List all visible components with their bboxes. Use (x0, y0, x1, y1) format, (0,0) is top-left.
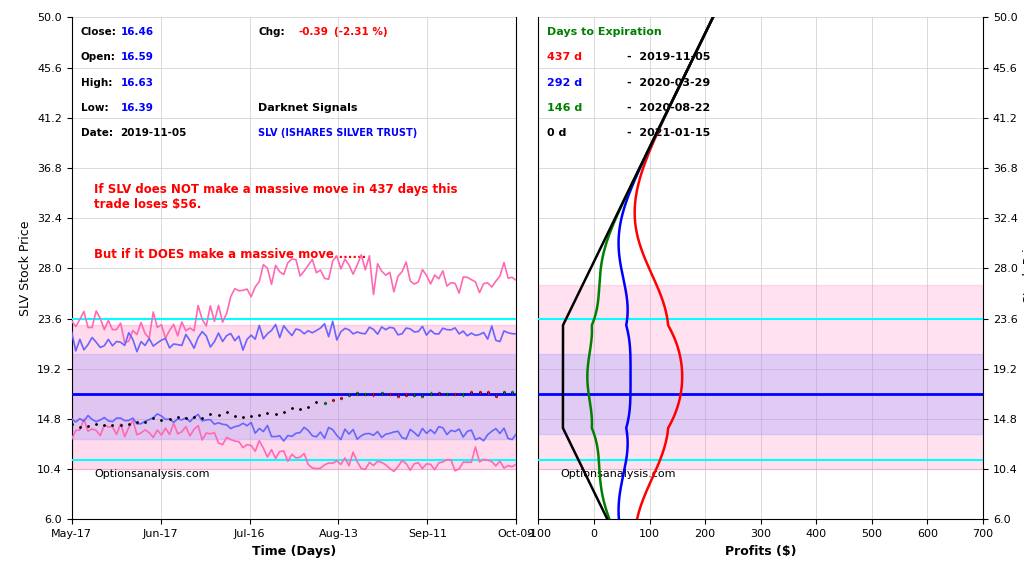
Text: Optionsanalysis.com: Optionsanalysis.com (561, 469, 676, 479)
Text: 437 d: 437 d (548, 53, 583, 62)
Text: High:: High: (81, 77, 112, 88)
Text: Date:: Date: (81, 128, 113, 138)
Text: -0.39: -0.39 (298, 27, 329, 38)
Bar (539, 286, 983, 469)
Text: 16.46: 16.46 (121, 27, 154, 38)
Text: -  2020-03-29: - 2020-03-29 (628, 77, 711, 88)
Text: -  2020-08-22: - 2020-08-22 (628, 103, 711, 113)
X-axis label: Profits ($): Profits ($) (725, 545, 797, 557)
Text: SLV (ISHARES SILVER TRUST): SLV (ISHARES SILVER TRUST) (258, 128, 418, 138)
Bar (72, 325, 516, 469)
Bar (539, 354, 983, 434)
Text: 146 d: 146 d (548, 103, 583, 113)
Text: 16.63: 16.63 (121, 77, 154, 88)
Text: But if it DOES make a massive move.......: But if it DOES make a massive move......… (94, 248, 367, 261)
Text: (-2.31 %): (-2.31 %) (334, 27, 388, 38)
Text: Optionsanalysis.com: Optionsanalysis.com (94, 469, 210, 479)
Bar (72, 354, 516, 440)
Text: Days to Expiration: Days to Expiration (548, 27, 663, 38)
Text: Close:: Close: (81, 27, 117, 38)
Text: Open:: Open: (81, 53, 116, 62)
X-axis label: Time (Days): Time (Days) (252, 545, 336, 557)
Y-axis label: SLV Stock Price: SLV Stock Price (18, 220, 32, 316)
Text: -  2019-11-05: - 2019-11-05 (628, 53, 711, 62)
Text: 16.39: 16.39 (121, 103, 154, 113)
Text: -  2021-01-15: - 2021-01-15 (628, 128, 711, 138)
Text: 16.59: 16.59 (121, 53, 154, 62)
Text: 2019-11-05: 2019-11-05 (121, 128, 187, 138)
Text: 292 d: 292 d (548, 77, 583, 88)
Text: Chg:: Chg: (258, 27, 285, 38)
Text: If SLV does NOT make a massive move in 437 days this
trade loses $56.: If SLV does NOT make a massive move in 4… (94, 183, 458, 211)
Text: 0 d: 0 d (548, 128, 583, 138)
Text: Darknet Signals: Darknet Signals (258, 103, 358, 113)
Text: Low:: Low: (81, 103, 112, 113)
